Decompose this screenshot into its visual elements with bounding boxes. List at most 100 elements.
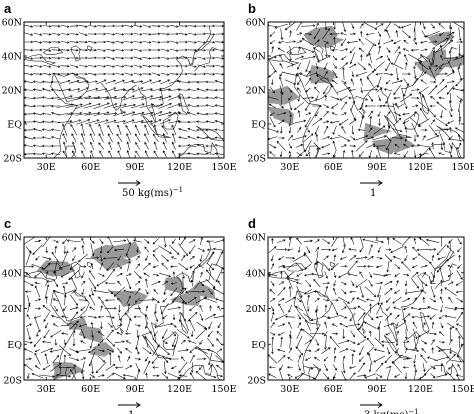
- wind-vector: [89, 373, 95, 378]
- wind-vector: [270, 322, 275, 329]
- wind-vector: [337, 134, 351, 142]
- wind-vector: [32, 144, 43, 148]
- wind-vector: [104, 281, 116, 285]
- wind-vector: [355, 140, 368, 152]
- wind-vector: [420, 354, 428, 364]
- wind-vector: [304, 263, 312, 270]
- wind-vector: [50, 96, 61, 100]
- wind-vector: [271, 347, 274, 355]
- wind-vector: [99, 262, 104, 271]
- wind-vector: [315, 71, 319, 78]
- wind-vector: [332, 287, 337, 296]
- coastline: [50, 72, 78, 158]
- wind-vector: [35, 318, 41, 333]
- wind-vector: [90, 150, 94, 158]
- wind-vector: [161, 262, 169, 270]
- wind-vector: [134, 287, 141, 296]
- wind-vector: [80, 340, 86, 344]
- wind-vector: [338, 271, 350, 278]
- lat-tick-label: 20N: [2, 86, 22, 97]
- wind-vector: [32, 152, 43, 156]
- wind-vector: [80, 142, 86, 150]
- wind-vector: [98, 133, 104, 143]
- wind-vector: [378, 95, 381, 102]
- wind-vector: [357, 128, 365, 132]
- coastline: [100, 83, 137, 111]
- wind-vector: [32, 104, 43, 108]
- wind-vector: [376, 146, 381, 158]
- wind-vector: [208, 321, 213, 330]
- wind-vector: [34, 281, 41, 285]
- wind-vector: [78, 32, 88, 36]
- wind-vector: [169, 64, 179, 68]
- wind-vector: [215, 24, 224, 28]
- wind-vector: [348, 248, 357, 251]
- wind-vector: [114, 248, 125, 252]
- wind-vector: [373, 125, 386, 135]
- wind-vector: [351, 125, 355, 135]
- wind-vector: [196, 88, 206, 92]
- wind-vector: [457, 247, 462, 253]
- coastline: [137, 251, 214, 344]
- wind-vector: [327, 315, 342, 320]
- lon-tick-label: 30E: [37, 384, 56, 395]
- wind-vector: [50, 88, 61, 92]
- wind-vector: [404, 103, 408, 110]
- wind-vector: [359, 78, 363, 86]
- wind-vector: [160, 79, 171, 85]
- wind-vector: [142, 347, 152, 355]
- lon-tick-label: 150E: [451, 162, 474, 173]
- wind-vector: [315, 95, 319, 102]
- wind-vector: [457, 363, 462, 371]
- wind-vector: [413, 22, 416, 33]
- wind-vector: [333, 355, 337, 362]
- coastline: [24, 270, 57, 283]
- coastline: [383, 335, 400, 356]
- wind-vector: [447, 120, 454, 124]
- wind-vector: [80, 265, 87, 268]
- wind-vector: [163, 288, 167, 296]
- wind-vector: [296, 152, 303, 156]
- wind-vector: [438, 314, 445, 320]
- wind-vector: [288, 117, 292, 127]
- wind-vector: [404, 328, 408, 340]
- panel-d-frame: [267, 236, 465, 381]
- wind-vector: [104, 307, 117, 310]
- wind-vector: [106, 348, 115, 353]
- wind-vector: [303, 313, 314, 321]
- wind-vector: [324, 331, 328, 337]
- wind-vector: [303, 133, 314, 143]
- lon-tick-label: 90E: [126, 162, 145, 173]
- wind-vector: [456, 95, 463, 101]
- wind-vector: [187, 41, 197, 44]
- wind-vector: [67, 119, 82, 125]
- wind-vector: [44, 353, 49, 365]
- wind-vector: [126, 255, 131, 261]
- wind-vector: [350, 78, 355, 86]
- wind-vector: [162, 150, 167, 158]
- wind-vector: [208, 364, 213, 371]
- wind-vector: [445, 370, 456, 380]
- wind-vector: [368, 52, 372, 63]
- wind-vector: [178, 48, 188, 52]
- wind-vector: [32, 80, 43, 84]
- wind-vector: [359, 102, 363, 111]
- wind-vector: [297, 297, 302, 303]
- wind-vector: [295, 281, 302, 285]
- wind-vector: [178, 128, 188, 132]
- wind-vector: [133, 72, 143, 76]
- wind-vector: [162, 141, 167, 150]
- wind-vector: [323, 62, 328, 70]
- wind-vector: [32, 112, 43, 115]
- wind-vector: [297, 314, 301, 320]
- wind-vector: [403, 39, 409, 44]
- wind-vector: [376, 302, 383, 315]
- wind-vector: [133, 315, 142, 319]
- wind-vector: [52, 298, 59, 302]
- wind-vector: [105, 337, 116, 347]
- wind-vector: [440, 54, 443, 61]
- wind-vector: [421, 30, 427, 38]
- wind-vector: [311, 272, 323, 277]
- wind-vector: [178, 152, 188, 156]
- wind-vector: [315, 133, 319, 142]
